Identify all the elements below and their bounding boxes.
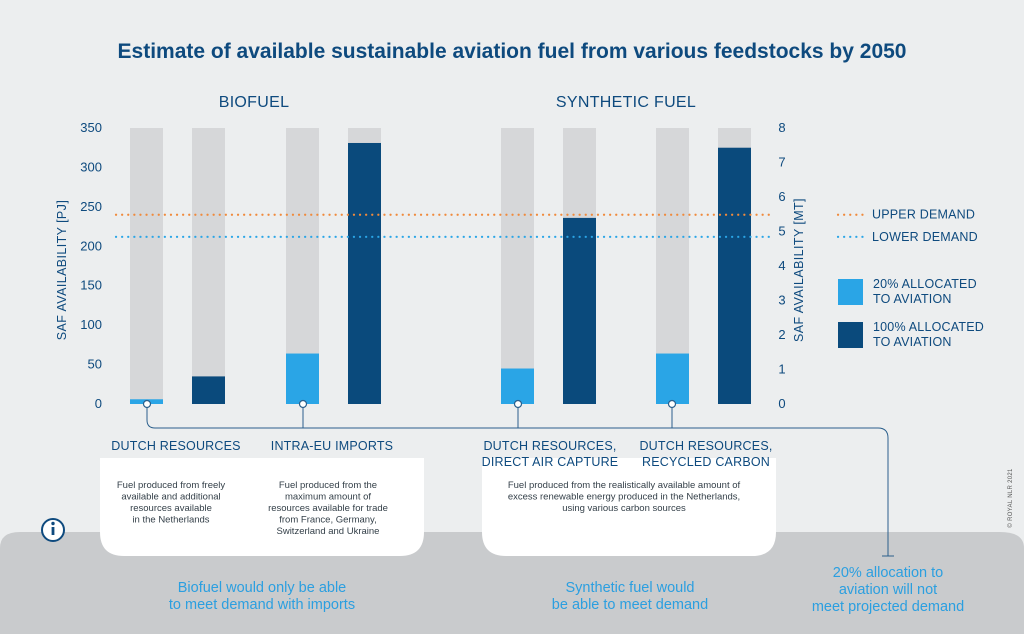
potential-bar [192, 128, 225, 404]
description-text: Fuel produced from the realistically ava… [508, 480, 741, 514]
y-tick-right: 0 [778, 396, 785, 411]
y-tick-right: 8 [778, 120, 785, 135]
y-tick-right: 2 [778, 327, 785, 342]
legend-upper-demand: UPPER DEMAND [872, 208, 975, 222]
y-tick-right: 7 [778, 155, 785, 170]
y-axis-left-label: SAF AVAILABILITY [PJ] [55, 200, 69, 340]
y-axis-right-label: SAF AVAILABILITY [MT] [792, 198, 806, 342]
marker-dutch-resources [142, 399, 152, 409]
potential-bar [501, 128, 534, 404]
bar-20-percent [286, 353, 319, 404]
y-axis-right: 0 1 2 3 4 5 6 7 8 [778, 120, 785, 411]
conclusion-text: Biofuel would only be able to meet demand… [169, 580, 355, 613]
y-tick-left: 100 [80, 317, 102, 332]
connector-line [146, 404, 889, 556]
y-tick-right: 1 [778, 362, 785, 377]
y-tick-left: 200 [80, 238, 102, 253]
credit: © ROYAL NLR 2021 [1007, 468, 1014, 528]
legend-swatch [838, 279, 863, 305]
y-tick-left: 0 [95, 396, 102, 411]
bar-20-percent [501, 368, 534, 404]
bars [130, 128, 751, 405]
bar-100-percent [348, 142, 381, 405]
marker-dac [513, 399, 523, 409]
marker-intra-eu [298, 399, 308, 409]
potential-bar [130, 128, 163, 404]
conclusion-text: Synthetic fuel would be able to meet dema… [552, 580, 708, 613]
y-tick-left: 300 [80, 159, 102, 174]
category-label: DUTCH RESOURCES [111, 439, 240, 453]
group-title-synthetic: SYNTHETIC FUEL [556, 94, 696, 111]
category-label: INTRA-EU IMPORTS [271, 439, 393, 453]
y-tick-right: 4 [778, 258, 785, 273]
conclusion-text: 20% allocation to aviation will not meet p… [812, 565, 964, 615]
biofuel-description-bubble [100, 458, 424, 556]
y-tick-left: 250 [80, 199, 102, 214]
y-tick-right: 5 [778, 224, 785, 239]
conclusions: Biofuel would only be able to meet demand… [169, 565, 964, 615]
category-label: DUTCH RESOURCES, DIRECT AIR CAPTURE [482, 439, 619, 469]
y-tick-left: 150 [80, 278, 102, 293]
legend-lower-demand: LOWER DEMAND [872, 230, 978, 244]
legend-swatch [838, 322, 863, 348]
info-icon[interactable] [41, 518, 65, 542]
marker-recycled [667, 399, 677, 409]
descriptions: Fuel produced from freely available and a… [117, 480, 741, 537]
y-axis-left: 0 50 100 150 200 250 300 350 [80, 120, 102, 411]
legend: 20% ALLOCATED TO AVIATION 100% ALLOCATED TO… [838, 277, 984, 349]
bar-100-percent [192, 376, 225, 404]
y-tick-right: 6 [778, 189, 785, 204]
description-text: Fuel produced from the maximum amount of r… [268, 480, 388, 537]
category-labels: DUTCH RESOURCES INTRA-EU IMPORTS DUTCH RES… [111, 439, 772, 469]
chart-title: Estimate of available sustainable aviati… [118, 40, 907, 63]
bar-20-percent [656, 353, 689, 404]
bar-100-percent [563, 217, 596, 404]
demand-lines: UPPER DEMAND LOWER DEMAND [114, 208, 978, 244]
y-tick-left: 350 [80, 120, 102, 135]
legend-20-percent: 20% ALLOCATED TO AVIATION [873, 277, 977, 306]
group-title-biofuel: BIOFUEL [219, 94, 290, 111]
y-tick-right: 3 [778, 293, 785, 308]
bar-100-percent [718, 147, 751, 404]
y-tick-left: 50 [88, 357, 102, 372]
category-label: DUTCH RESOURCES, RECYCLED CARBON [639, 439, 772, 469]
synthetic-description-bubble [482, 458, 776, 556]
description-text: Fuel produced from freely available and a… [117, 480, 225, 526]
legend-100-percent: 100% ALLOCATED TO AVIATION [873, 320, 984, 349]
bottom-panel [0, 532, 1024, 634]
